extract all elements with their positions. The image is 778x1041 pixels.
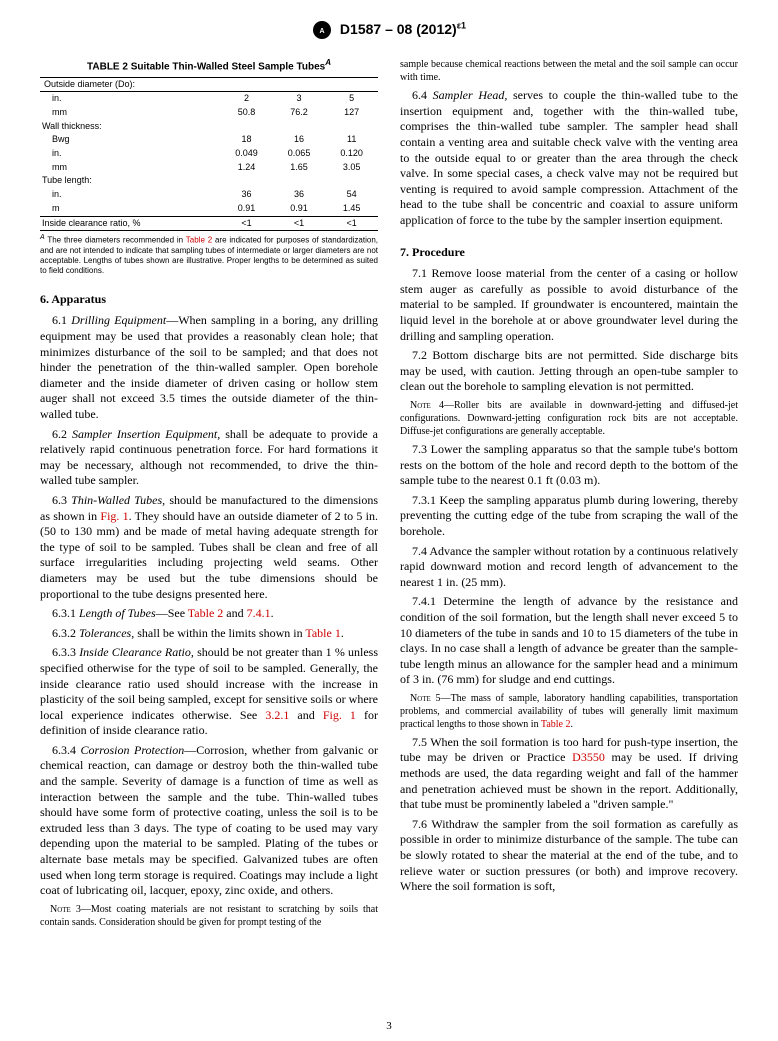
table-cell: 1.45 bbox=[325, 202, 378, 216]
table-cell: 36 bbox=[273, 188, 326, 202]
table-row: mm50.876.2127 bbox=[40, 106, 378, 120]
page-number: 3 bbox=[0, 1019, 778, 1033]
left-column: TABLE 2 Suitable Thin-Walled Steel Sampl… bbox=[40, 58, 378, 933]
table-row: in.235 bbox=[40, 92, 378, 106]
table-cell: 0.120 bbox=[325, 147, 378, 161]
table-cell: 11 bbox=[325, 133, 378, 147]
table-cell-label: Tube length: bbox=[40, 174, 220, 188]
table-cell bbox=[325, 174, 378, 188]
para-7-1: 7.1 Remove loose material from the cente… bbox=[400, 266, 738, 344]
table-cell: 0.91 bbox=[273, 202, 326, 216]
table-cell bbox=[273, 120, 326, 134]
epsilon-sup: ε1 bbox=[457, 20, 466, 30]
table-cell: 0.049 bbox=[220, 147, 273, 161]
table-row: Inside clearance ratio, %<1<1<1 bbox=[40, 216, 378, 231]
para-6-3-4: 6.3.4 Corrosion Protection—Corrosion, wh… bbox=[40, 743, 378, 899]
note-4: Note 4—Roller bits are available in down… bbox=[400, 399, 738, 438]
table-cell: 2 bbox=[220, 92, 273, 106]
table-row: Bwg181611 bbox=[40, 133, 378, 147]
table-cell: 54 bbox=[325, 188, 378, 202]
ref-link[interactable]: Fig. 1 bbox=[323, 708, 356, 722]
ref-link[interactable]: Table 2 bbox=[186, 236, 212, 245]
table-cell: 16 bbox=[273, 133, 326, 147]
table-cell: 5 bbox=[325, 92, 378, 106]
table-cell-label: mm bbox=[40, 161, 220, 175]
table-row: Tube length: bbox=[40, 174, 378, 188]
table-cell bbox=[325, 120, 378, 134]
ref-link[interactable]: Table 2 bbox=[541, 719, 571, 730]
ref-link[interactable]: Table 2 bbox=[188, 606, 223, 620]
page: A D1587 – 08 (2012)ε1 TABLE 2 Suitable T… bbox=[0, 0, 778, 1041]
section-heading-6: 6. Apparatus bbox=[40, 292, 378, 308]
astm-logo-icon: A bbox=[312, 20, 332, 40]
table-cell-label: in. bbox=[40, 188, 220, 202]
para-7-2: 7.2 Bottom discharge bits are not permit… bbox=[400, 348, 738, 395]
table-cell: 1.24 bbox=[220, 161, 273, 175]
table-cell: 3.05 bbox=[325, 161, 378, 175]
section-heading-7: 7. Procedure bbox=[400, 245, 738, 261]
ref-link[interactable]: D3550 bbox=[572, 750, 605, 764]
para-6-3-3: 6.3.3 Inside Clearance Ratio, should be … bbox=[40, 645, 378, 739]
para-7-5: 7.5 When the soil formation is too hard … bbox=[400, 735, 738, 813]
table-row: in.0.0490.0650.120 bbox=[40, 147, 378, 161]
table-cell: 0.91 bbox=[220, 202, 273, 216]
table-cell: 36 bbox=[220, 188, 273, 202]
table-row: Outside diameter (Do): bbox=[40, 77, 378, 92]
table-cell bbox=[220, 120, 273, 134]
table2-footnote: A The three diameters recommended in Tab… bbox=[40, 234, 378, 276]
table-cell: 18 bbox=[220, 133, 273, 147]
table-cell-label: mm bbox=[40, 106, 220, 120]
para-7-3: 7.3 Lower the sampling apparatus so that… bbox=[400, 442, 738, 489]
table-cell-label: Bwg bbox=[40, 133, 220, 147]
table2-title: TABLE 2 Suitable Thin-Walled Steel Sampl… bbox=[40, 58, 378, 73]
table-cell-label: in. bbox=[40, 92, 220, 106]
para-6-1: 6.1 Drilling Equipment—When sampling in … bbox=[40, 313, 378, 422]
para-6-4: 6.4 Sampler Head, serves to couple the t… bbox=[400, 88, 738, 228]
standard-header: A D1587 – 08 (2012)ε1 bbox=[40, 20, 738, 40]
table-cell: 50.8 bbox=[220, 106, 273, 120]
table-cell: <1 bbox=[273, 216, 326, 231]
table-cell: 0.065 bbox=[273, 147, 326, 161]
ref-link[interactable]: Fig. 1 bbox=[100, 509, 128, 523]
para-7-4: 7.4 Advance the sampler without rotation… bbox=[400, 544, 738, 591]
table-row: m0.910.911.45 bbox=[40, 202, 378, 216]
note-5: Note 5—The mass of sample, laboratory ha… bbox=[400, 692, 738, 731]
ref-link[interactable]: Table 1 bbox=[305, 626, 340, 640]
designation-text: D1587 – 08 (2012) bbox=[340, 21, 457, 37]
two-column-layout: TABLE 2 Suitable Thin-Walled Steel Sampl… bbox=[40, 58, 738, 933]
ref-link[interactable]: 7.4.1 bbox=[247, 606, 271, 620]
table2: Outside diameter (Do): in.235mm50.876.21… bbox=[40, 77, 378, 232]
table-cell: <1 bbox=[220, 216, 273, 231]
table-cell-label: Inside clearance ratio, % bbox=[40, 216, 220, 231]
table-cell-label: Wall thickness: bbox=[40, 120, 220, 134]
ref-link[interactable]: 3.2.1 bbox=[265, 708, 289, 722]
para-6-3-2: 6.3.2 Tolerances, shall be within the li… bbox=[40, 626, 378, 642]
table-head-label: Outside diameter (Do): bbox=[40, 77, 378, 92]
table-cell-label: m bbox=[40, 202, 220, 216]
note-3: Note 3—Most coating materials are not re… bbox=[40, 903, 378, 929]
para-7-3-1: 7.3.1 Keep the sampling apparatus plumb … bbox=[400, 493, 738, 540]
table-cell-label: in. bbox=[40, 147, 220, 161]
table-cell bbox=[273, 174, 326, 188]
svg-text:A: A bbox=[320, 28, 325, 35]
table-cell bbox=[220, 174, 273, 188]
para-6-3: 6.3 Thin-Walled Tubes, should be manufac… bbox=[40, 493, 378, 602]
table-row: Wall thickness: bbox=[40, 120, 378, 134]
para-6-3-1: 6.3.1 Length of Tubes—See Table 2 and 7.… bbox=[40, 606, 378, 622]
para-7-4-1: 7.4.1 Determine the length of advance by… bbox=[400, 594, 738, 688]
right-column: sample because chemical reactions betwee… bbox=[400, 58, 738, 933]
table-cell: 3 bbox=[273, 92, 326, 106]
table-row: mm1.241.653.05 bbox=[40, 161, 378, 175]
table-cell: 127 bbox=[325, 106, 378, 120]
para-6-2: 6.2 Sampler Insertion Equipment, shall b… bbox=[40, 427, 378, 489]
cont-para: sample because chemical reactions betwee… bbox=[400, 58, 738, 84]
table-cell: 1.65 bbox=[273, 161, 326, 175]
para-7-6: 7.6 Withdraw the sampler from the soil f… bbox=[400, 817, 738, 895]
table-row: in.363654 bbox=[40, 188, 378, 202]
table-cell: <1 bbox=[325, 216, 378, 231]
table-cell: 76.2 bbox=[273, 106, 326, 120]
